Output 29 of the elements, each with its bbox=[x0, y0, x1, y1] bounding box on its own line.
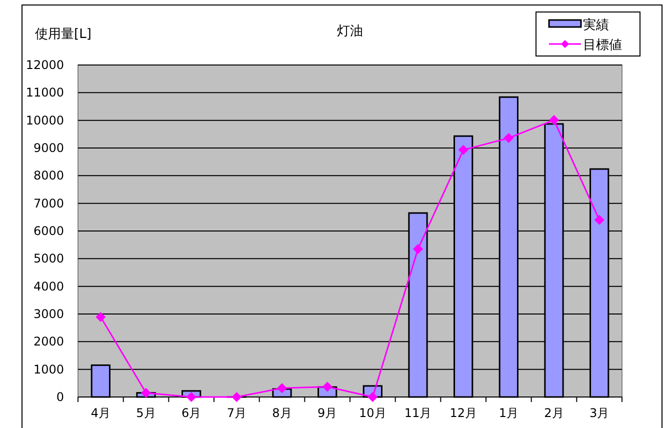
legend-label: 目標値 bbox=[583, 38, 622, 53]
x-tick-label: 12月 bbox=[450, 406, 477, 420]
x-tick-label: 2月 bbox=[544, 406, 564, 420]
x-tick-label: 8月 bbox=[272, 406, 292, 420]
y-tick-label: 3000 bbox=[33, 307, 64, 321]
x-tick-label: 9月 bbox=[318, 406, 338, 420]
x-tick-label: 6月 bbox=[182, 406, 202, 420]
y-axis-title: 使用量[L] bbox=[35, 27, 92, 42]
x-tick-label: 1月 bbox=[498, 406, 518, 420]
y-tick-label: 7000 bbox=[33, 196, 64, 210]
y-tick-label: 5000 bbox=[33, 252, 64, 266]
y-tick-label: 6000 bbox=[33, 224, 64, 238]
x-tick-label: 7月 bbox=[226, 406, 246, 420]
y-tick-label: 11000 bbox=[26, 86, 64, 100]
chart-title: 灯油 bbox=[337, 24, 363, 39]
y-tick-label: 0 bbox=[56, 390, 64, 404]
x-tick-label: 3月 bbox=[590, 406, 610, 420]
y-tick-label: 10000 bbox=[26, 113, 64, 128]
y-tick-label: 8000 bbox=[33, 168, 64, 183]
y-tick-label: 9000 bbox=[33, 141, 64, 155]
x-tick-label: 5月 bbox=[136, 406, 156, 420]
y-tick-label: 2000 bbox=[33, 334, 64, 349]
x-tick-label: 10月 bbox=[359, 406, 386, 420]
y-tick-label: 4000 bbox=[33, 279, 64, 294]
x-tick-label: 4月 bbox=[90, 406, 110, 420]
x-tick-label: 11月 bbox=[404, 406, 432, 420]
y-tick-label: 12000 bbox=[26, 58, 64, 72]
legend-label: 実績 bbox=[583, 17, 609, 33]
y-tick-label: 1000 bbox=[33, 362, 64, 376]
